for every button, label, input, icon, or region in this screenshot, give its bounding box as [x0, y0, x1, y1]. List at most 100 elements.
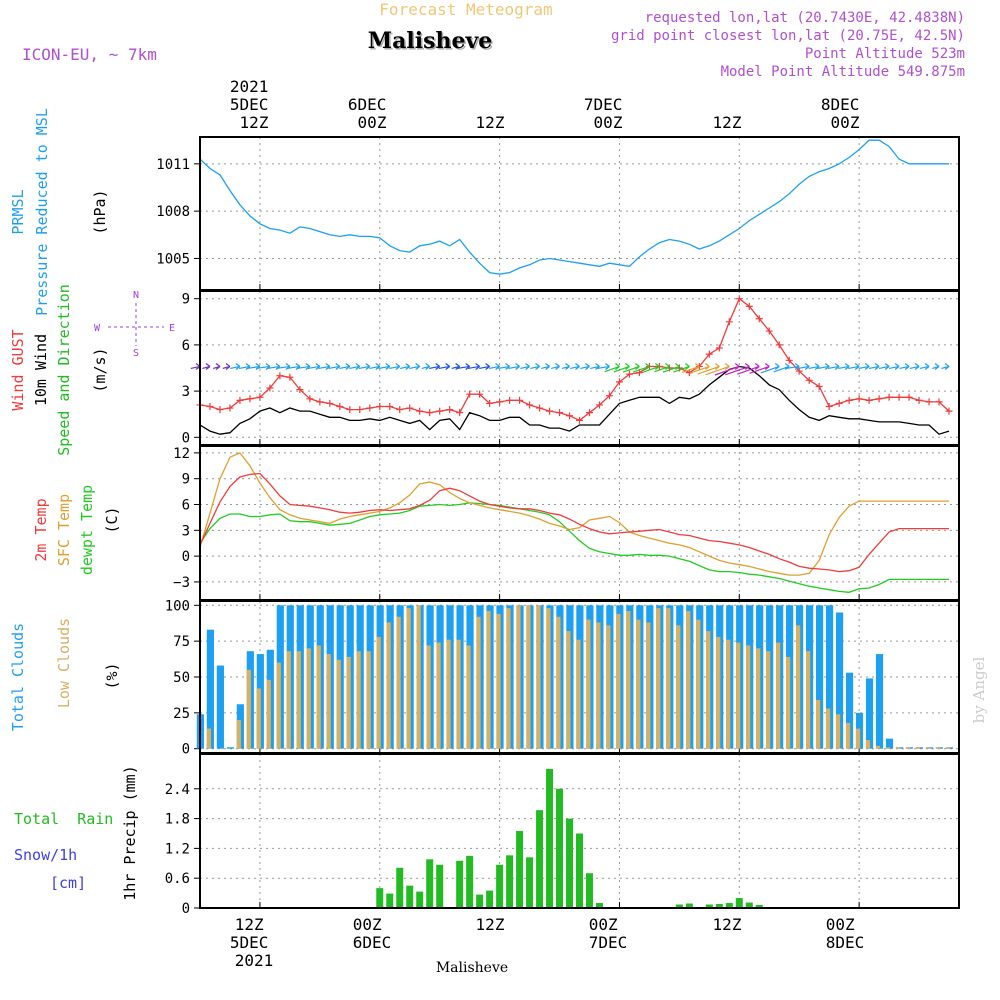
low-cloud-bar	[646, 622, 651, 749]
low-cloud-bar	[456, 639, 461, 749]
gust-marker	[625, 370, 633, 378]
clouds-panel: 100 75 50 25 0	[165, 598, 959, 758]
low-cloud-bar	[895, 747, 901, 749]
pressure-label-msl: Pressure Reduced to MSL	[33, 108, 51, 316]
low-cloud-bar	[626, 611, 631, 749]
gust-marker	[206, 403, 214, 410]
gust-marker	[266, 384, 274, 392]
gust-marker	[585, 409, 593, 417]
gust-marker	[536, 404, 544, 412]
bottom-label-hour: 12Z	[713, 915, 742, 934]
wind-direction-arrow	[868, 365, 880, 370]
top-time-labels: 2021 5DEC 12Z 6DEC 00Z 12Z 7DEC 00Z 12Z …	[230, 77, 860, 132]
compass-west: W	[94, 323, 101, 334]
gust-marker	[935, 398, 943, 406]
precip-ytick-label: 1.8	[165, 812, 190, 828]
temp-ytick-label: 3	[182, 523, 190, 539]
wind-direction-arrow	[580, 365, 590, 370]
low-cloud-bar	[885, 747, 891, 749]
low-cloud-bar	[416, 605, 421, 749]
gust-marker	[865, 396, 873, 404]
rain-bar	[396, 867, 404, 908]
top-label-day: 5DEC	[230, 95, 269, 114]
bottom-label-day: 8DEC	[826, 933, 865, 952]
wind-direction-arrow	[307, 365, 320, 370]
precip-ytick-label: 2.4	[165, 782, 190, 798]
rain-bar	[386, 893, 394, 908]
rain-bar	[426, 859, 434, 908]
low-cloud-bar	[616, 613, 621, 749]
gust-marker	[346, 406, 354, 414]
low-cloud-bar	[716, 636, 721, 749]
rain-bar	[516, 831, 524, 908]
rain-bar	[416, 891, 424, 908]
low-cloud-bar	[845, 722, 851, 749]
low-cloud-bar	[536, 605, 541, 749]
gust-marker	[576, 416, 583, 424]
temp-ytick-label: 9	[182, 472, 190, 488]
wind-direction-arrow	[817, 365, 830, 370]
wind-direction-arrowhead	[505, 362, 510, 370]
gust-marker	[306, 395, 314, 403]
wind-direction-arrowhead	[515, 362, 520, 370]
gust-marker	[506, 396, 514, 404]
wind-direction-arrowhead	[714, 362, 720, 370]
wind-direction-arrowhead	[645, 362, 650, 370]
rain-bar	[476, 894, 484, 908]
bottom-label-hour: 12Z	[476, 915, 505, 934]
rain-bar	[735, 898, 743, 908]
temp-label-dewpt: dewpt Temp	[78, 485, 96, 575]
low-cloud-bar	[566, 631, 571, 749]
precip-ylabel: 1hr Precip (mm)	[121, 765, 139, 900]
wind-panel: 9 6 3 0	[182, 291, 959, 446]
wind-direction-arrowhead	[535, 362, 540, 370]
wind-direction-arrow	[530, 365, 540, 370]
wind-direction-arrowhead	[734, 362, 740, 370]
wind-direction-arrowhead	[665, 362, 670, 370]
low-cloud-bar	[286, 651, 291, 749]
rain-bar	[595, 903, 603, 908]
wind-direction-arrow	[369, 365, 380, 370]
wind-direction-arrowhead	[335, 362, 341, 370]
wind-direction-arrow	[498, 365, 510, 370]
wind-direction-arrow	[286, 365, 300, 370]
wind-direction-arrow	[438, 365, 450, 370]
low-cloud-bar	[606, 625, 611, 749]
wind-direction-arrowhead	[774, 362, 780, 370]
low-cloud-bar	[905, 747, 911, 749]
wind-direction-arrow	[888, 365, 900, 370]
low-cloud-bar	[726, 639, 731, 749]
sfc-temp-line	[199, 452, 949, 576]
wind-direction-arrow	[349, 365, 360, 370]
wind-direction-arrow	[467, 365, 480, 370]
low-cloud-bar	[835, 714, 841, 749]
wind-direction-arrowhead	[385, 362, 391, 370]
plot-area: 1011100810059630129630−310075502502.41.8…	[156, 136, 960, 917]
total-cloud-bar	[885, 738, 894, 749]
bottom-label-hour: 00Z	[353, 915, 382, 934]
gust-marker	[845, 396, 853, 404]
low-cloud-bar	[815, 699, 821, 749]
rain-bar	[566, 818, 574, 908]
wind-direction-arrow	[328, 365, 340, 370]
gust-marker	[356, 406, 364, 414]
gust-marker	[755, 315, 763, 323]
wind-direction-arrow	[457, 365, 470, 370]
top-label-day: 8DEC	[821, 95, 860, 114]
low-cloud-bar	[636, 619, 641, 749]
bottom-time-labels: 12Z 5DEC 2021 00Z 6DEC 12Z 00Z 7DEC 12Z …	[230, 915, 864, 970]
wind-direction-arrow	[276, 365, 290, 370]
wind-direction-arrowhead	[844, 362, 850, 370]
top-label-day: 6DEC	[348, 95, 387, 114]
low-cloud-bar	[306, 648, 311, 749]
gust-marker	[775, 341, 783, 349]
wind-direction-arrowhead	[615, 362, 620, 370]
model-label: ICON-EU, ~ 7km	[22, 45, 157, 64]
total-cloud-bar	[875, 654, 884, 749]
wind-direction-arrowhead	[694, 362, 700, 370]
gust-marker	[336, 403, 344, 410]
clouds-ytick-label: 75	[173, 634, 190, 650]
bottom-label-6dec-12z: 12Z	[476, 915, 505, 934]
low-cloud-bar	[746, 645, 751, 749]
low-cloud-bar	[516, 605, 521, 749]
